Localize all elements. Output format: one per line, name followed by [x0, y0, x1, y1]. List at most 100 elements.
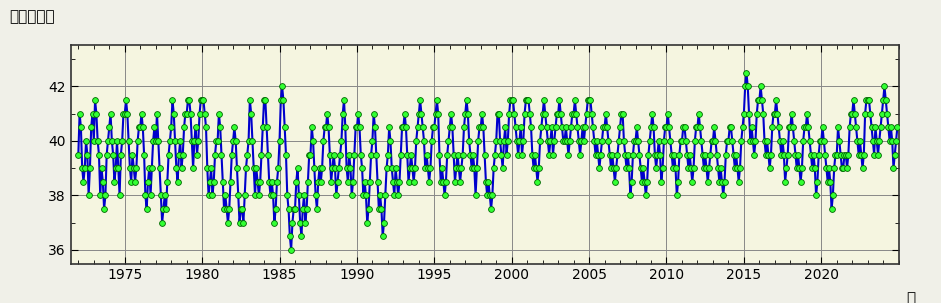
Point [173, 138, 188, 143]
Point [735, 125, 750, 130]
Point [203, 166, 218, 171]
Point [861, 98, 876, 102]
Point [755, 98, 770, 102]
Point [142, 166, 157, 171]
Point [153, 193, 168, 198]
Point [620, 152, 635, 157]
Point [607, 179, 622, 184]
Point [286, 207, 301, 211]
Point [568, 111, 583, 116]
Point [278, 125, 293, 130]
Point [460, 111, 475, 116]
Point [807, 166, 822, 171]
Point [811, 152, 826, 157]
Point [123, 179, 138, 184]
Point [330, 179, 345, 184]
Point [789, 166, 805, 171]
Point [682, 152, 697, 157]
Point [184, 138, 199, 143]
Point [882, 138, 897, 143]
Point [217, 193, 232, 198]
Point [584, 111, 599, 116]
Point [582, 98, 597, 102]
Text: 北緯（度）: 北緯（度） [9, 9, 55, 24]
Point [462, 138, 477, 143]
Point [400, 152, 415, 157]
Point [478, 179, 493, 184]
Point [787, 138, 802, 143]
Point [238, 166, 253, 171]
Point [293, 220, 308, 225]
Point [581, 98, 596, 102]
Point [575, 125, 590, 130]
Point [101, 138, 116, 143]
Point [798, 125, 813, 130]
Point [290, 166, 305, 171]
Point [91, 152, 106, 157]
Point [78, 138, 93, 143]
Point [522, 111, 537, 116]
Point [375, 234, 391, 239]
Point [540, 138, 555, 143]
Point [410, 125, 425, 130]
Point [655, 166, 670, 171]
Point [718, 152, 733, 157]
Point [332, 152, 347, 157]
Point [474, 111, 489, 116]
Point [578, 125, 593, 130]
Point [716, 193, 731, 198]
Point [402, 166, 417, 171]
Point [634, 179, 649, 184]
Point [84, 125, 99, 130]
Point [328, 193, 343, 198]
Point [188, 125, 203, 130]
Point [417, 138, 432, 143]
Point [72, 111, 88, 116]
Point [599, 125, 614, 130]
Point [542, 152, 557, 157]
Point [196, 98, 211, 102]
Point [412, 98, 427, 102]
Point [370, 179, 385, 184]
Point [841, 152, 856, 157]
Point [662, 125, 677, 130]
Point [887, 152, 902, 157]
Point [577, 138, 592, 143]
Point [749, 111, 764, 116]
Point [343, 166, 358, 171]
Point [268, 207, 283, 211]
Point [678, 138, 694, 143]
Point [537, 111, 552, 116]
Point [347, 152, 362, 157]
Point [648, 166, 663, 171]
Point [855, 166, 870, 171]
Point [495, 166, 510, 171]
Point [466, 152, 481, 157]
Point [484, 207, 499, 211]
Point [120, 111, 135, 116]
Point [850, 138, 865, 143]
Point [361, 207, 376, 211]
Point [73, 125, 88, 130]
Point [470, 138, 486, 143]
Point [264, 179, 279, 184]
Point [272, 138, 287, 143]
Point [669, 193, 684, 198]
Point [407, 166, 423, 171]
Point [588, 152, 603, 157]
Point [646, 125, 662, 130]
Point [300, 179, 315, 184]
Point [857, 111, 872, 116]
Point [869, 138, 885, 143]
Point [226, 138, 241, 143]
Point [405, 166, 420, 171]
Point [438, 193, 453, 198]
Point [387, 193, 402, 198]
Point [348, 125, 363, 130]
Point [508, 125, 523, 130]
Point [208, 152, 223, 157]
Point [90, 138, 105, 143]
Point [671, 179, 686, 184]
Point [884, 125, 899, 130]
Point [351, 111, 366, 116]
